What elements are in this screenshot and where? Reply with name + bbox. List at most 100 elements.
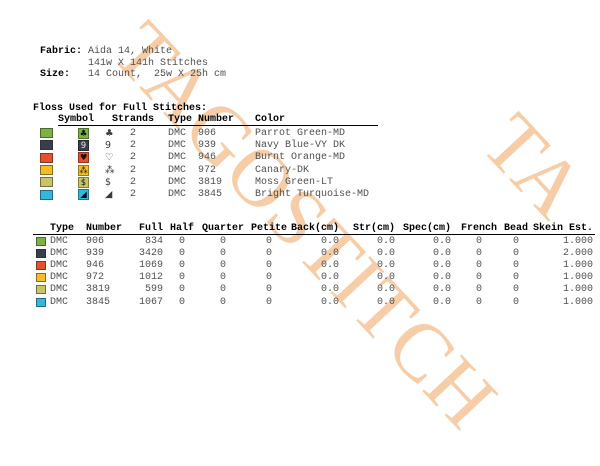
strands-value: 2 [130,127,137,139]
floss-row: ◢ ◢ 2 DMC 3845 Bright Turquoise-MD [33,188,385,201]
fabric-label: Fabric: [40,46,83,57]
usage-back: 0.0 [320,284,339,296]
usage-half: 0 [178,296,185,308]
usage-skein: 1.000 [562,235,593,247]
stitch-symbol: ◢ [105,189,113,201]
swatch-cell [33,236,49,246]
usage-half: 0 [178,247,185,259]
usage-str: 0.0 [376,284,395,296]
usage-back: 0.0 [320,247,339,259]
usage-number: 939 [86,247,105,259]
swatch-cell [33,248,49,258]
usage-bead: 0 [512,272,519,284]
floss-color-name: Parrot Green-MD [255,127,346,139]
header-divider [58,125,378,126]
floss-color-name: Canary-DK [255,164,310,176]
boxed-stitch-symbol: ♣ [78,127,89,139]
usage-col-header: Quarter [201,222,244,234]
color-swatch [40,165,53,176]
swatch-cell [33,285,49,295]
boxed-stitch-symbol: $ [78,176,89,188]
size-value: 14 Count, 25w X 25h cm [88,69,227,81]
usage-spec: 0.0 [432,247,451,259]
floss-col-symbol: Symbol [58,114,95,125]
stitch-symbol: $ [105,176,112,188]
usage-type: DMC [50,259,69,271]
strands-value: 2 [130,164,137,176]
color-swatch [36,248,46,258]
usage-row: DMC 972 1012 0 0 0 0.0 0.0 0.0 0 0 1.000 [33,272,595,284]
usage-type: DMC [50,235,69,247]
swatch-cell [33,128,78,139]
usage-petite: 0 [265,272,272,284]
boxed-stitch-symbol: ⁂ [78,164,89,176]
floss-number: 906 [198,127,217,139]
floss-type: DMC [168,127,187,139]
usage-skein: 1.000 [562,272,593,284]
usage-french: 0 [475,247,482,259]
fabric-stitch-count: 141w X 141h Stitches [88,57,209,69]
floss-row: 9 9 2 DMC 939 Navy Blue-VY DK [33,139,385,151]
floss-table-rows: ♣ ♣ 2 DMC 906 Parrot Green-MD 9 9 2 DMC … [33,127,385,201]
floss-type: DMC [168,176,187,188]
usage-petite: 0 [265,247,272,259]
usage-col-header: Spec(cm) [403,222,452,234]
usage-quarter: 0 [219,235,226,247]
color-swatch [40,128,53,139]
usage-spec: 0.0 [432,296,451,308]
usage-type: DMC [50,296,69,308]
usage-number: 3845 [86,296,111,308]
usage-str: 0.0 [376,247,395,259]
color-swatch [36,273,46,283]
floss-type: DMC [168,152,187,164]
usage-french: 0 [475,235,482,247]
usage-french: 0 [475,296,482,308]
usage-number: 946 [86,259,105,271]
usage-type: DMC [50,247,69,259]
floss-table-header: Symbol Strands Type Number Color [33,114,385,126]
floss-number: 946 [198,152,217,164]
usage-number: 972 [86,272,105,284]
usage-spec: 0.0 [432,272,451,284]
usage-spec: 0.0 [432,235,451,247]
boxed-stitch-symbol: ♥ [78,152,89,164]
fabric-value: Aida 14, White [88,46,173,57]
floss-type: DMC [168,189,187,201]
usage-str: 0.0 [376,272,395,284]
usage-quarter: 0 [219,259,226,271]
usage-french: 0 [475,284,482,296]
floss-color-name: Burnt Orange-MD [255,152,346,164]
floss-row: ⁂ ⁂ 2 DMC 972 Canary-DK [33,164,385,176]
usage-half: 0 [178,272,185,284]
usage-col-header: Type [50,222,75,234]
strands-value: 2 [130,152,137,164]
usage-type: DMC [50,284,69,296]
usage-col-header: Half [169,222,194,234]
usage-type: DMC [50,272,69,284]
floss-section-title: Floss Used for Full Stitches: [33,103,208,114]
strands-value: 2 [130,139,137,151]
stitch-symbol: ♡ [105,152,114,164]
usage-str: 0.0 [376,235,395,247]
usage-col-header: French [460,222,497,234]
color-swatch [40,152,53,163]
floss-color-name: Navy Blue-VY DK [255,139,346,151]
usage-str: 0.0 [376,296,395,308]
usage-petite: 0 [265,284,272,296]
usage-spec: 0.0 [432,259,451,271]
usage-half: 0 [178,259,185,271]
usage-bead: 0 [512,235,519,247]
color-swatch [40,189,53,200]
fabric-info: Fabric: Aida 14, White 141w X 141h Stitc… [40,46,226,81]
usage-skein: 1.000 [562,259,593,271]
usage-french: 0 [475,272,482,284]
floss-col-type: Type [168,114,193,125]
usage-table-header: Type Number Full Half Quarter Petite Back(cm) S… [33,222,595,235]
usage-petite: 0 [265,296,272,308]
usage-skein: 2.000 [562,247,593,259]
usage-col-header: Str(cm) [352,222,395,234]
swatch-cell [33,152,78,163]
swatch-cell [33,260,49,270]
usage-table: Type Number Full Half Quarter Petite Back(cm) S… [33,222,595,308]
